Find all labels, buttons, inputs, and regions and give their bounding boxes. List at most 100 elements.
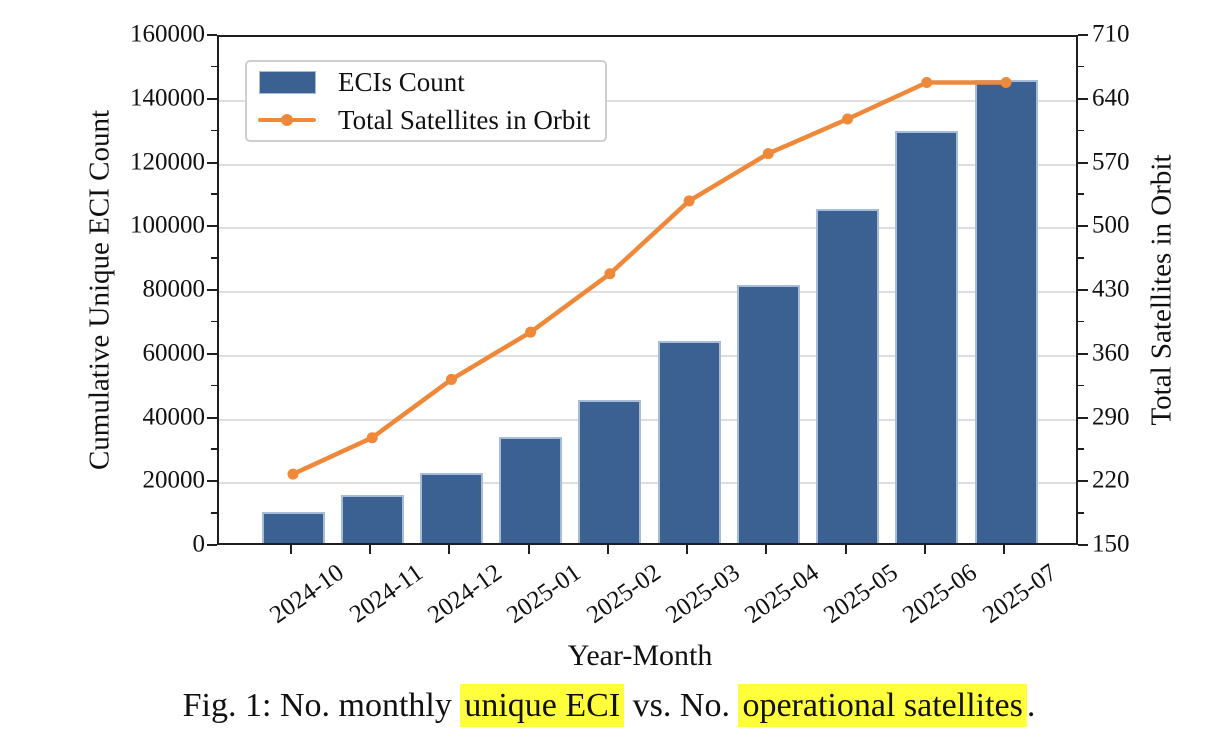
y-tick-mark-right <box>1078 544 1088 546</box>
legend-label: Total Satellites in Orbit <box>338 104 591 135</box>
gridline <box>219 163 1076 166</box>
bar <box>974 79 1038 543</box>
bar <box>499 437 563 543</box>
x-tick-mark <box>686 545 689 554</box>
caption-highlight: unique ECI <box>460 684 625 727</box>
y-tick-mark-left <box>207 352 217 355</box>
x-tick-label: 2024-11 <box>344 559 428 629</box>
y-tick-label-right: 500 <box>1092 211 1130 239</box>
trend-line <box>290 80 1009 477</box>
y-axis-label-left: Cumulative Unique ECI Count <box>83 109 116 471</box>
y-tick-mark-left <box>207 161 217 164</box>
x-tick-label: 2025-05 <box>819 559 904 629</box>
bar <box>895 130 959 543</box>
x-tick-mark <box>606 545 609 554</box>
trend-line-layer <box>287 77 1012 480</box>
legend-item-total-satellites: Total Satellites in Orbit <box>247 102 605 138</box>
y-minor-tick-left <box>211 65 217 68</box>
y-tick-mark-right <box>1078 289 1088 291</box>
chart-legend: ECIs Count Total Satellites in Orbit <box>245 60 607 142</box>
x-tick-label: 2025-02 <box>581 559 666 629</box>
y-tick-label-right: 150 <box>1092 530 1130 558</box>
y-minor-tick-left <box>211 257 217 259</box>
x-tick-mark <box>1003 545 1005 554</box>
y-minor-tick-right <box>1078 448 1084 450</box>
legend-sample-area <box>258 70 316 94</box>
x-tick-label: 2025-04 <box>740 559 824 629</box>
y-minor-tick-right <box>1078 512 1084 514</box>
y-tick-mark-right <box>1078 352 1088 355</box>
y-minor-tick-right <box>1078 129 1084 132</box>
x-tick-label: 2024-10 <box>264 559 349 629</box>
y-minor-tick-left <box>211 384 217 387</box>
bar <box>736 284 800 543</box>
x-axis-label: Year-Month <box>567 639 713 672</box>
y-tick-label-right: 710 <box>1092 20 1130 48</box>
caption-segment: Fig. 1: No. monthly <box>182 687 461 724</box>
y-tick-mark-left <box>207 289 217 291</box>
y-tick-mark-right <box>1078 480 1088 483</box>
y-minor-tick-left <box>211 320 217 323</box>
y-minor-tick-right <box>1078 65 1084 68</box>
y-tick-mark-right <box>1078 161 1088 164</box>
bar <box>578 399 642 543</box>
chart-plot-area: ECIs Count Total Satellites in Orbit <box>217 35 1078 545</box>
x-tick-mark <box>765 545 768 554</box>
y-tick-label-left: 140000 <box>130 84 205 112</box>
y-tick-label-left: 20000 <box>142 466 206 494</box>
gridline <box>219 418 1076 421</box>
figure-caption: Fig. 1: No. monthly unique ECI vs. No. o… <box>0 684 1218 727</box>
y-tick-mark-left <box>207 97 217 100</box>
gridline <box>219 227 1076 230</box>
gridline <box>219 291 1076 293</box>
x-tick-mark <box>448 545 451 554</box>
y-tick-label-right: 220 <box>1092 466 1130 494</box>
x-tick-mark <box>844 545 847 554</box>
y-tick-label-right: 640 <box>1092 84 1130 112</box>
line-marker <box>762 148 774 160</box>
caption-highlight: operational satellites <box>738 684 1027 727</box>
gridline <box>219 99 1076 102</box>
y-tick-label-right: 430 <box>1092 275 1130 303</box>
y-tick-label-right: 570 <box>1092 147 1130 175</box>
y-tick-mark-left <box>207 544 217 546</box>
line-marker <box>683 195 695 207</box>
y-tick-label-left: 40000 <box>142 402 206 430</box>
y-tick-label-left: 0 <box>192 530 206 558</box>
line-marker <box>366 432 378 444</box>
y-tick-mark-left <box>207 225 217 228</box>
y-tick-label-left: 100000 <box>130 211 205 239</box>
y-tick-label-left: 120000 <box>130 147 205 175</box>
x-tick-label: 2025-06 <box>898 559 983 629</box>
bar <box>419 473 483 543</box>
y-tick-label-right: 290 <box>1092 402 1130 430</box>
line-marker <box>445 373 457 385</box>
line-marker <box>525 326 537 338</box>
y-tick-mark-left <box>207 34 217 36</box>
line-marker <box>921 77 933 89</box>
y-tick-label-left: 80000 <box>142 275 206 303</box>
line-marker <box>1000 77 1012 89</box>
y-tick-mark-left <box>207 480 217 483</box>
y-minor-tick-right <box>1078 384 1084 387</box>
line-marker-icon <box>281 114 293 126</box>
y-minor-tick-left <box>211 129 217 132</box>
x-tick-mark <box>369 545 372 554</box>
y-minor-tick-right <box>1078 193 1084 195</box>
y-minor-tick-right <box>1078 320 1084 323</box>
y-minor-tick-left <box>211 448 217 450</box>
y-minor-tick-left <box>211 193 217 195</box>
x-tick-label: 2025-03 <box>660 559 745 629</box>
x-tick-mark <box>290 545 292 554</box>
y-tick-mark-left <box>207 416 217 419</box>
caption-segment: vs. No. <box>624 687 739 724</box>
y-tick-label-left: 60000 <box>142 339 206 367</box>
y-minor-tick-right <box>1078 257 1084 259</box>
gridline <box>219 482 1076 485</box>
x-tick-mark <box>527 545 530 554</box>
legend-sample-area <box>258 114 316 126</box>
legend-item-ecis-count: ECIs Count <box>247 64 605 100</box>
legend-label: ECIs Count <box>338 66 465 97</box>
x-tick-label: 2024-12 <box>423 559 507 629</box>
